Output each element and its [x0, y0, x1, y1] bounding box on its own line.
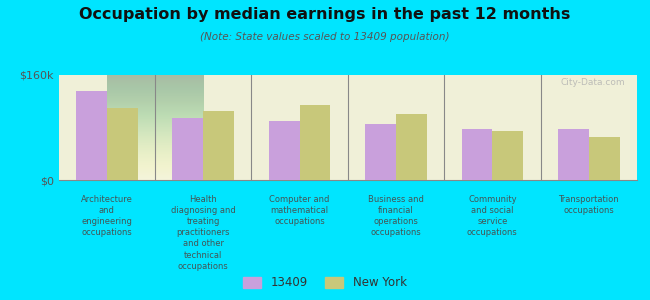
Bar	[396, 114, 427, 180]
Bar	[462, 129, 492, 180]
Text: Architecture
and
engineering
occupations: Architecture and engineering occupations	[81, 195, 133, 237]
Bar	[268, 121, 300, 180]
Text: Transportation
occupations: Transportation occupations	[558, 195, 619, 215]
Bar	[493, 131, 523, 180]
Bar	[107, 108, 138, 180]
Legend: 13409, New York: 13409, New York	[239, 272, 411, 294]
Text: City-Data.com: City-Data.com	[561, 78, 625, 87]
Bar	[300, 104, 330, 180]
Bar	[589, 137, 619, 180]
Text: Health
diagnosing and
treating
practitioners
and other
technical
occupations: Health diagnosing and treating practitio…	[171, 195, 235, 271]
Text: (Note: State values scaled to 13409 population): (Note: State values scaled to 13409 popu…	[200, 32, 450, 41]
Text: Business and
financial
operations
occupations: Business and financial operations occupa…	[368, 195, 424, 237]
Text: Occupation by median earnings in the past 12 months: Occupation by median earnings in the pas…	[79, 8, 571, 22]
Bar	[203, 111, 234, 180]
Bar	[365, 124, 396, 180]
Bar	[558, 130, 589, 180]
Bar	[172, 118, 203, 180]
Text: Community
and social
service
occupations: Community and social service occupations	[467, 195, 518, 237]
Bar	[76, 92, 107, 180]
Text: Computer and
mathematical
occupations: Computer and mathematical occupations	[269, 195, 330, 226]
